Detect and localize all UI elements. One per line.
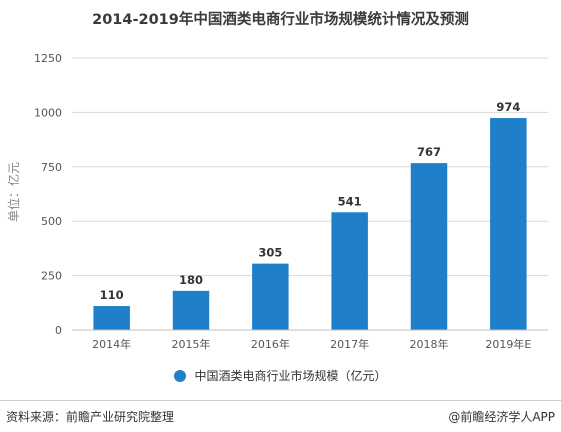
y-axis-label: 单位：亿元 <box>6 162 21 222</box>
data-label: 541 <box>338 194 362 208</box>
legend-marker <box>174 369 187 382</box>
x-tick-label: 2016年 <box>251 337 290 351</box>
y-axis-ticks: 0 250 500 750 1000 1250 <box>34 52 62 337</box>
bar <box>490 118 527 330</box>
y-tick-label: 0 <box>55 324 62 337</box>
bar <box>252 263 289 330</box>
data-label: 110 <box>100 288 124 302</box>
data-label: 767 <box>417 145 441 159</box>
x-tick-label: 2017年 <box>330 337 369 351</box>
bar <box>172 290 210 330</box>
x-tick-label: 2015年 <box>172 337 211 351</box>
data-label: 180 <box>179 273 203 287</box>
x-tick-label: 2019年E <box>485 337 531 351</box>
y-tick-label: 500 <box>41 215 62 228</box>
source-text: 资料来源：前瞻产业研究院整理 <box>6 410 175 424</box>
bar <box>410 163 448 330</box>
chart-title: 2014-2019年中国酒类电商行业市场规模统计情况及预测 <box>92 12 469 28</box>
bar-chart: 单位：亿元 0 250 500 750 1000 1250 110 180 305 541 767… <box>6 52 548 351</box>
x-tick-label: 2018年 <box>410 337 449 351</box>
data-label: 974 <box>496 100 520 114</box>
y-tick-label: 750 <box>41 161 62 174</box>
bar <box>93 306 130 330</box>
data-labels: 110 180 305 541 767 974 <box>100 100 521 302</box>
x-tick-label: 2014年 <box>92 337 131 351</box>
bar <box>331 212 368 330</box>
y-tick-label: 1000 <box>34 106 62 119</box>
x-axis-ticks: 2014年 2015年 2016年 2017年 2018年 2019年E <box>92 337 531 351</box>
credit-text: @前瞻经济学人APP <box>448 410 555 424</box>
gridlines <box>72 57 548 277</box>
y-tick-label: 1250 <box>34 52 62 65</box>
data-label: 305 <box>258 246 282 260</box>
legend: 中国酒类电商行业市场规模（亿元） <box>0 367 561 384</box>
bars <box>93 118 527 330</box>
footer: 资料来源：前瞻产业研究院整理 @前瞻经济学人APP <box>0 400 561 432</box>
y-tick-label: 250 <box>41 270 62 283</box>
legend-label: 中国酒类电商行业市场规模（亿元） <box>194 369 387 383</box>
